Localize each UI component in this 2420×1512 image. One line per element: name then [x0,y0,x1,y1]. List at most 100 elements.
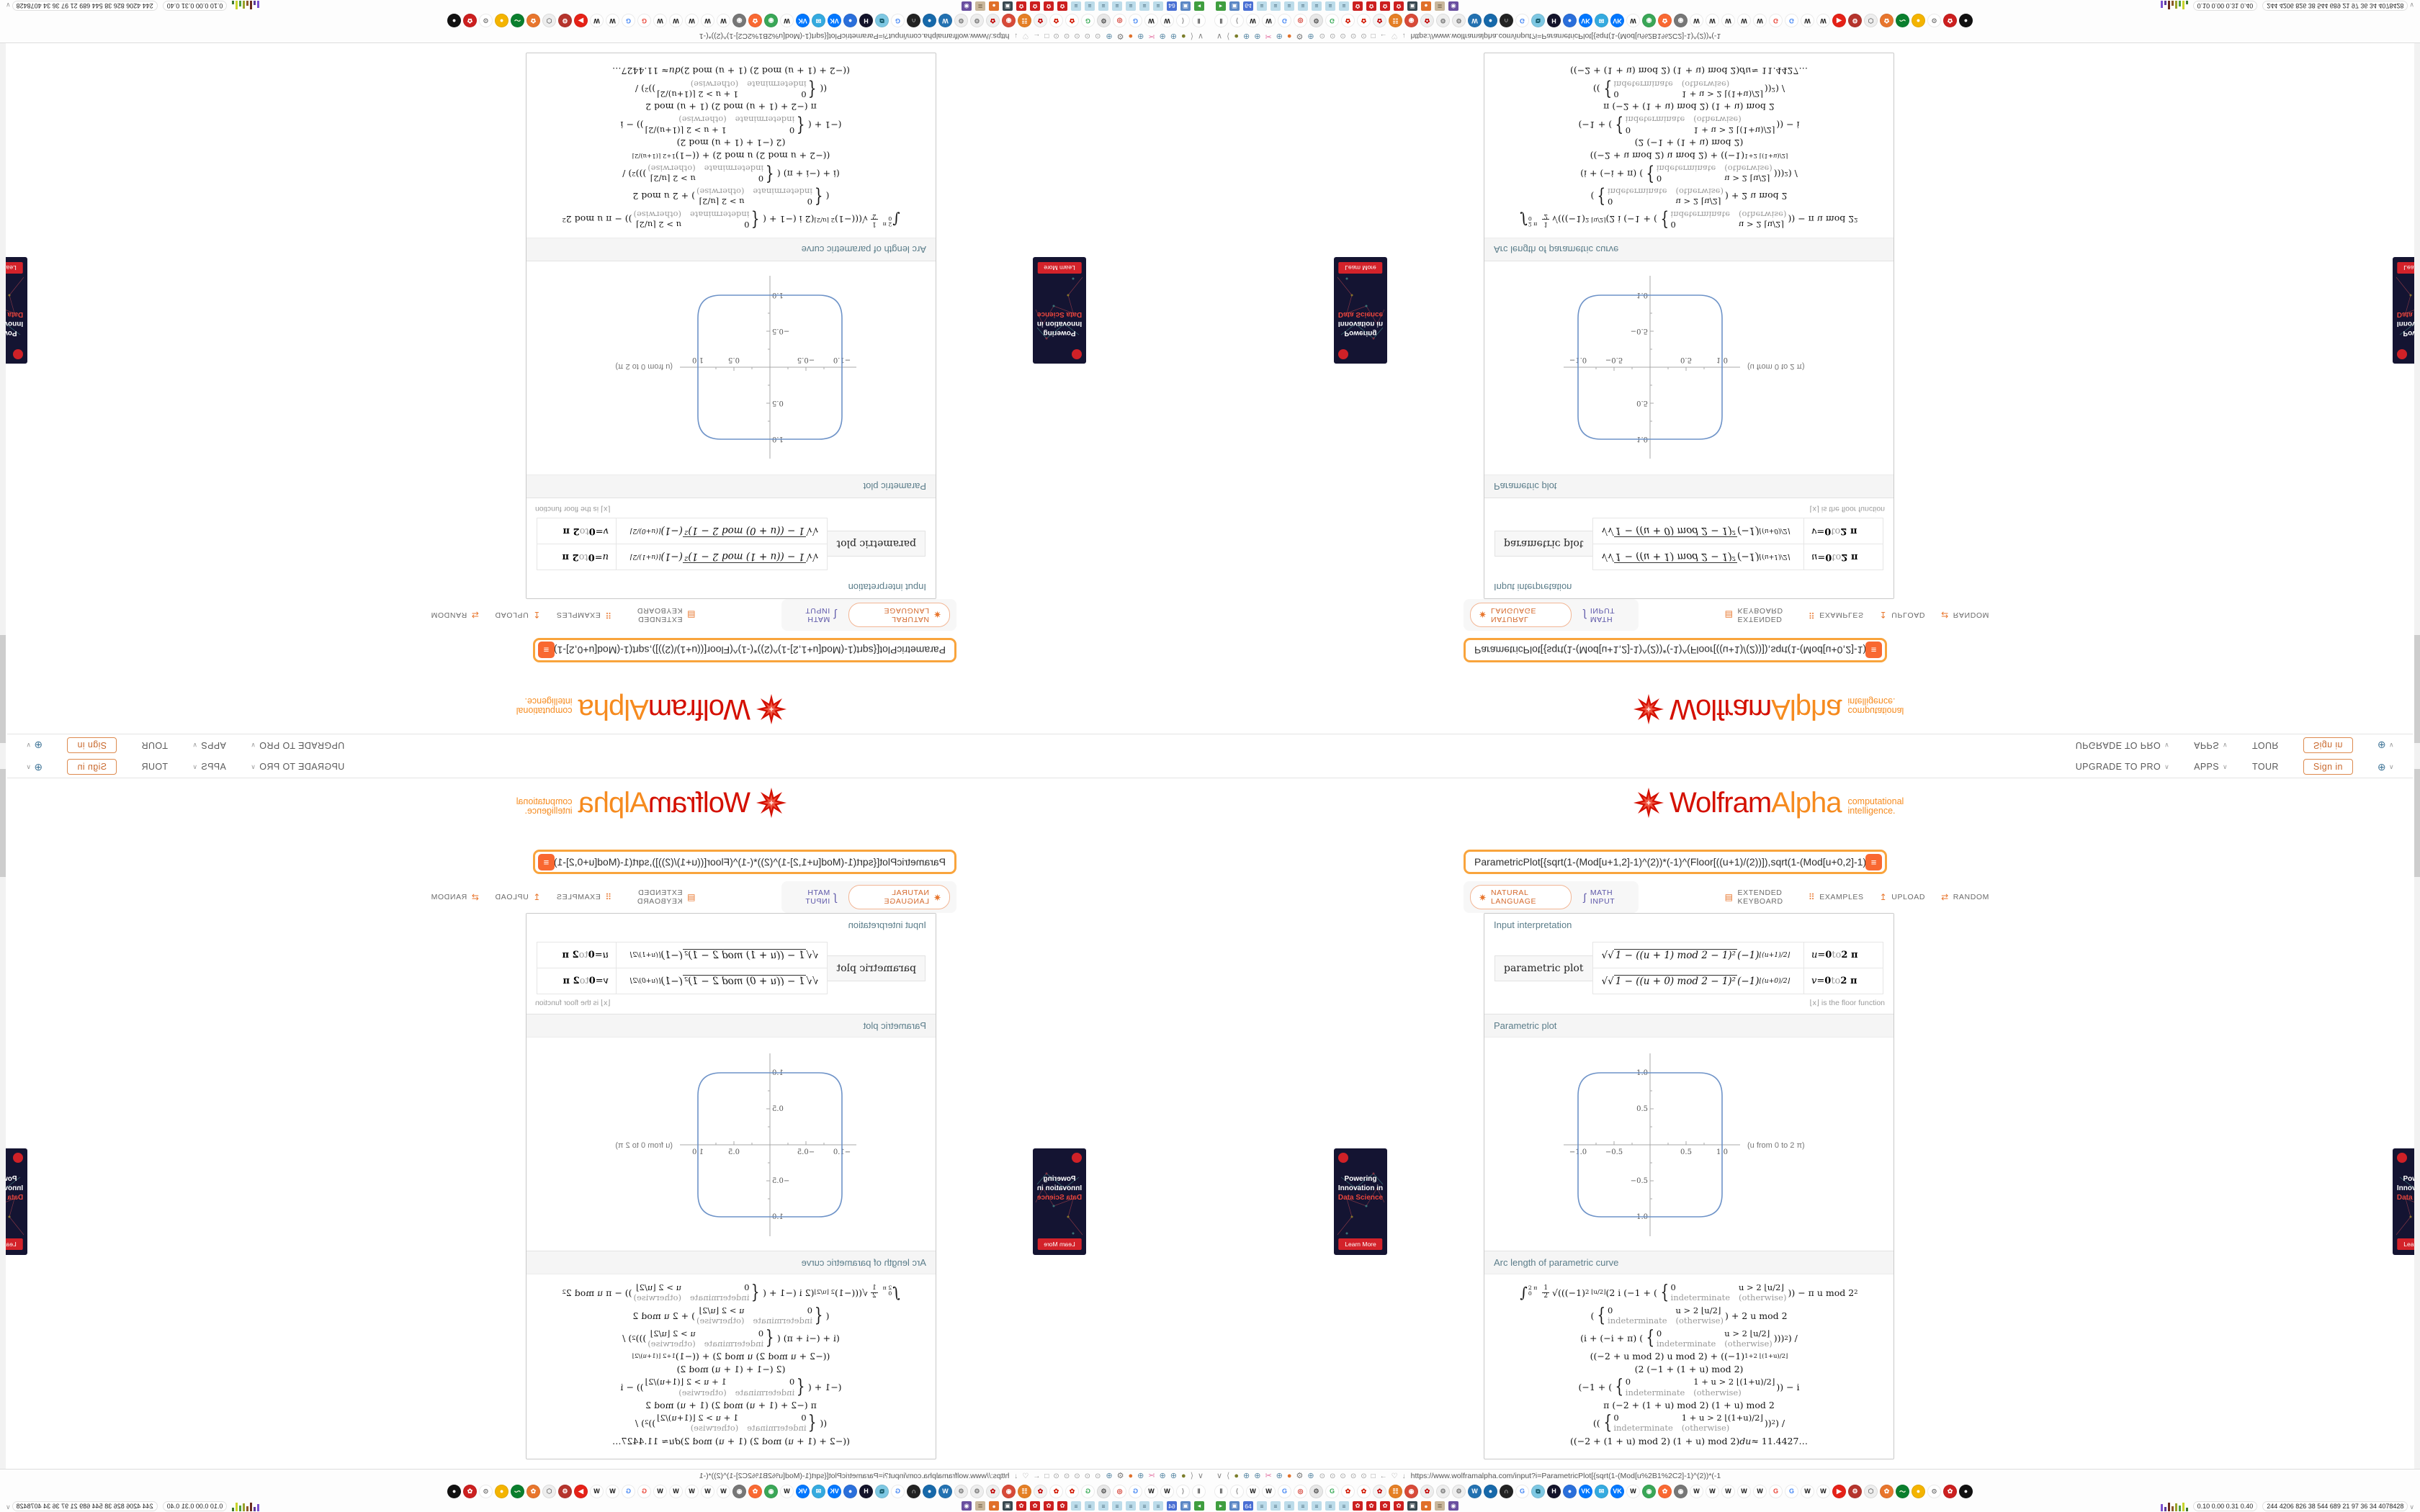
toolbar-button-icon[interactable]: ⊙ [1361,32,1367,40]
bookmark-icon[interactable]: ✿ [1057,1501,1067,1511]
bookmark-icon[interactable]: ▸ [1194,1501,1204,1511]
tab-favicon[interactable]: ✿ [1880,1484,1894,1498]
tab-favicon[interactable]: W [1144,1484,1158,1498]
extension-icon[interactable]: ⊕ [1137,1471,1144,1480]
scrollbar[interactable] [0,756,6,1469]
tab-favicon[interactable]: ⟨ [1230,1484,1244,1498]
bookmark-icon[interactable]: ◉ [962,1501,972,1511]
tab-favicon[interactable]: G [622,1484,635,1498]
tab-favicon[interactable]: G [1081,14,1095,28]
tab-favicon[interactable]: W [701,1484,714,1498]
wolframalpha-logo[interactable]: WolframAlpha computational intelligence. [1632,786,1904,819]
tab-favicon[interactable]: W [1246,14,1260,28]
examples-button[interactable]: ⠿ EXAMPLES [556,606,611,624]
toolbar-button-icon[interactable]: ⊙ [1074,1472,1080,1480]
scrollbar-thumb[interactable] [0,769,6,877]
tab-favicon[interactable]: ◉ [764,14,778,28]
ad-banner[interactable]: Powering Innovation in Data Science Lear… [1334,1148,1387,1255]
toolbar-button-icon[interactable]: ⊙ [1053,32,1059,40]
tab-favicon[interactable]: ● [923,1484,936,1498]
bookmark-icon[interactable]: ▣ [1180,1,1191,11]
bookmark-icon[interactable]: ✿ [1380,1,1390,11]
natural-language-toggle[interactable]: NATURAL LANGUAGE [1470,885,1572,909]
toolbar-button-icon[interactable]: ♡ [1022,1472,1029,1480]
tab-favicon[interactable]: Ⅱ [1214,14,1228,28]
bookmark-icon[interactable]: ✿ [1044,1,1054,11]
tab-favicon[interactable]: W [606,1484,619,1498]
query-input-value[interactable]: ParametricPlot[{sqrt(1-(Mod[u+1,2]-1)^(2… [1474,644,1865,656]
bookmark-icon[interactable]: ✿ [1353,1,1363,11]
extension-icon[interactable]: ⊕ [1254,32,1261,41]
extended-keyboard-button[interactable]: ▤ EXTENDED KEYBOARD [627,888,695,906]
extension-icon[interactable]: ⊕ [1137,32,1144,41]
toolbar-button-icon[interactable]: ⊙ [1053,1472,1059,1480]
random-button[interactable]: ⇄ RANDOM [1941,888,1989,906]
extension-icon[interactable]: ⊕ [1243,32,1250,41]
extension-icon[interactable]: ● [1286,32,1292,41]
tab-favicon[interactable]: ● [447,14,461,28]
learn-more-button[interactable]: Learn More [1338,1238,1383,1250]
toolbar-button-icon[interactable]: ⊙ [1340,32,1346,40]
tab-favicon[interactable]: ◉ [1404,1484,1418,1498]
extended-keyboard-button[interactable]: ▤ EXTENDED KEYBOARD [1725,606,1793,624]
toolbar-button-icon[interactable]: ↓ [1402,32,1406,40]
tab-favicon[interactable]: Ⅱ [1192,14,1206,28]
tab-favicon[interactable]: W [1160,14,1174,28]
extension-icon[interactable]: ⊕ [1307,32,1314,41]
tab-favicon[interactable]: ⧉ [875,1484,889,1498]
tab-favicon[interactable]: W [1721,1484,1735,1498]
bookmark-icon[interactable]: ▣ [1407,1501,1417,1511]
tab-favicon[interactable]: ⊙ [1927,1484,1941,1498]
tab-favicon[interactable]: ⧉ [875,14,889,28]
bookmark-icon[interactable]: ● [1421,1,1431,11]
tab-favicon[interactable]: W [1816,1484,1830,1498]
tab-favicon[interactable]: ● [495,1484,508,1498]
tab-favicon[interactable]: VK [1610,1484,1624,1498]
tab-favicon[interactable]: W [717,14,730,28]
tab-favicon[interactable]: W [701,14,714,28]
tab-favicon[interactable]: ⊙ [479,1484,493,1498]
tab-favicon[interactable]: ⚙ [1848,1484,1862,1498]
tab-favicon[interactable]: ✿ [748,1484,762,1498]
tab-favicon[interactable]: ✿ [986,14,1000,28]
bookmark-icon[interactable]: ≡ [1126,1501,1136,1511]
tab-favicon[interactable]: ⚙ [1436,14,1450,28]
tab-favicon[interactable]: ✿ [1658,1484,1672,1498]
sign-in-button[interactable]: Sign in [2303,759,2353,775]
bookmark-icon[interactable]: ✿ [1030,1501,1040,1511]
tab-favicon[interactable]: ◎ [1113,1484,1126,1498]
bookmark-icon[interactable]: ▣ [1229,1501,1240,1511]
tab-favicon[interactable]: ● [447,1484,461,1498]
natural-language-toggle[interactable]: NATURAL LANGUAGE [848,603,950,627]
bookmark-icon[interactable]: ≡ [1139,1,1150,11]
toolbar-button-icon[interactable]: ← [1379,32,1387,40]
toolbar-button-icon[interactable]: ⊙ [1084,32,1090,40]
extension-icon[interactable]: ⟨ [1190,1471,1193,1480]
tab-favicon[interactable]: ✿ [1049,14,1063,28]
sign-in-button[interactable]: Sign in [67,737,117,753]
tab-favicon[interactable]: W [590,14,604,28]
tab-favicon[interactable]: ◉ [1002,14,1016,28]
random-button[interactable]: ⇄ RANDOM [1941,606,1989,624]
query-input-value[interactable]: ParametricPlot[{sqrt(1-(Mod[u+1,2]-1)^(2… [555,644,946,656]
extension-icon[interactable]: ⊕ [1276,32,1283,41]
extension-icon[interactable]: ⊕ [1106,1471,1113,1480]
tab-favicon[interactable]: ✉ [812,14,825,28]
tab-favicon[interactable]: W [653,1484,667,1498]
learn-more-button[interactable]: Learn More [1037,262,1082,274]
query-input-box[interactable]: ParametricPlot[{sqrt(1-(Mod[u+1,2]-1)^(2… [533,638,956,662]
tab-favicon[interactable]: ◉ [1674,1484,1688,1498]
tab-favicon[interactable]: W [1690,14,1703,28]
extension-icon[interactable]: ⚙ [1296,32,1304,41]
tab-favicon[interactable]: G [1325,14,1339,28]
toolbar-button-icon[interactable]: ♡ [1391,1472,1398,1480]
tab-favicon[interactable]: W [1721,14,1735,28]
extension-icon[interactable]: ⊕ [1159,32,1166,41]
query-input-value[interactable]: ParametricPlot[{sqrt(1-(Mod[u+1,2]-1)^(2… [555,856,946,868]
tab-favicon[interactable]: G [1785,14,1798,28]
tab-favicon[interactable]: ◉ [732,1484,746,1498]
bookmark-icon[interactable]: ≡ [1098,1501,1108,1511]
tab-favicon[interactable]: ⟨ [1230,14,1244,28]
bookmark-icon[interactable]: ✿ [1366,1501,1376,1511]
tab-favicon[interactable]: ⟨ [1176,1484,1190,1498]
